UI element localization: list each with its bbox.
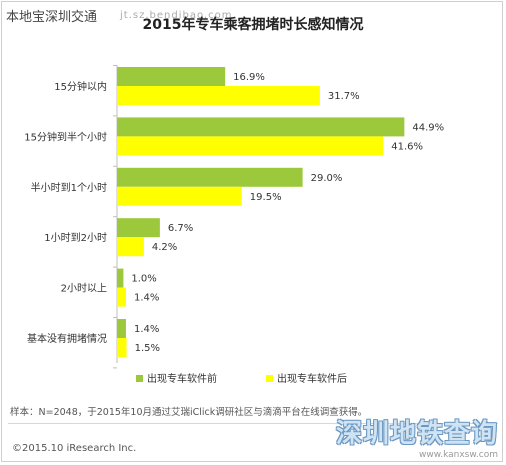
- legend-swatch: [266, 375, 273, 382]
- site-url-watermark: jt.sz.bendibao.com: [120, 10, 233, 21]
- legend-label: 出现专车软件前: [147, 372, 217, 385]
- bar-after: [117, 136, 384, 156]
- bar-after: [117, 86, 320, 105]
- data-label: 19.5%: [250, 192, 282, 203]
- watermark-url: www.kanxsw.com: [418, 450, 498, 460]
- data-label: 1.5%: [135, 343, 160, 354]
- data-label: 1.0%: [131, 274, 156, 285]
- bar-before: [117, 167, 303, 187]
- data-label: 1.4%: [134, 293, 159, 304]
- category-label: 15分钟以内: [54, 80, 107, 93]
- data-label: 4.2%: [152, 242, 177, 253]
- category-label: 1小时到2小时: [44, 232, 107, 244]
- bar-before: [117, 67, 226, 86]
- bar-after: [117, 237, 144, 257]
- watermark-title: 深圳地铁查询: [335, 419, 498, 449]
- watermark: 深圳地铁查询 www.kanxsw.com: [336, 420, 498, 460]
- bar-before: [117, 117, 405, 137]
- data-label: 16.9%: [233, 72, 265, 83]
- data-label: 29.0%: [311, 173, 343, 184]
- category-label: 15分钟到半个小时: [24, 130, 107, 143]
- copyright: ©2015.10 iResearch Inc.: [12, 443, 137, 454]
- site-name: 本地宝深圳交通: [6, 10, 98, 25]
- data-label: 44.9%: [412, 122, 444, 133]
- bar-chart: 15分钟以内 16.9% 31.7% 15分钟到半个小时 44.9% 41.6% 半小时到1…: [24, 65, 444, 385]
- category-label: 2小时以上: [61, 283, 107, 295]
- footnote: 样本：N=2048，于2015年10月通过艾瑞iClick调研社区与滴滴平台在线…: [10, 407, 368, 418]
- bar-after: [117, 287, 126, 307]
- data-label: 6.7%: [168, 223, 193, 234]
- bar-before: [117, 319, 126, 338]
- data-label: 31.7%: [328, 91, 360, 102]
- bar-before: [117, 218, 160, 238]
- category-label: 半小时到1个小时: [31, 181, 107, 194]
- bar-before: [117, 268, 124, 288]
- divider: [8, 423, 498, 424]
- data-label: 1.4%: [134, 324, 159, 335]
- chart-title: 2015年专车乘客拥堵时长感知情况: [142, 17, 364, 33]
- legend-swatch: [136, 375, 143, 382]
- bar-after: [117, 338, 127, 357]
- category-label: 基本没有拥堵情况: [27, 332, 107, 345]
- data-label: 41.6%: [391, 141, 423, 152]
- bar-after: [117, 186, 242, 206]
- legend-label: 出现专车软件后: [277, 372, 347, 385]
